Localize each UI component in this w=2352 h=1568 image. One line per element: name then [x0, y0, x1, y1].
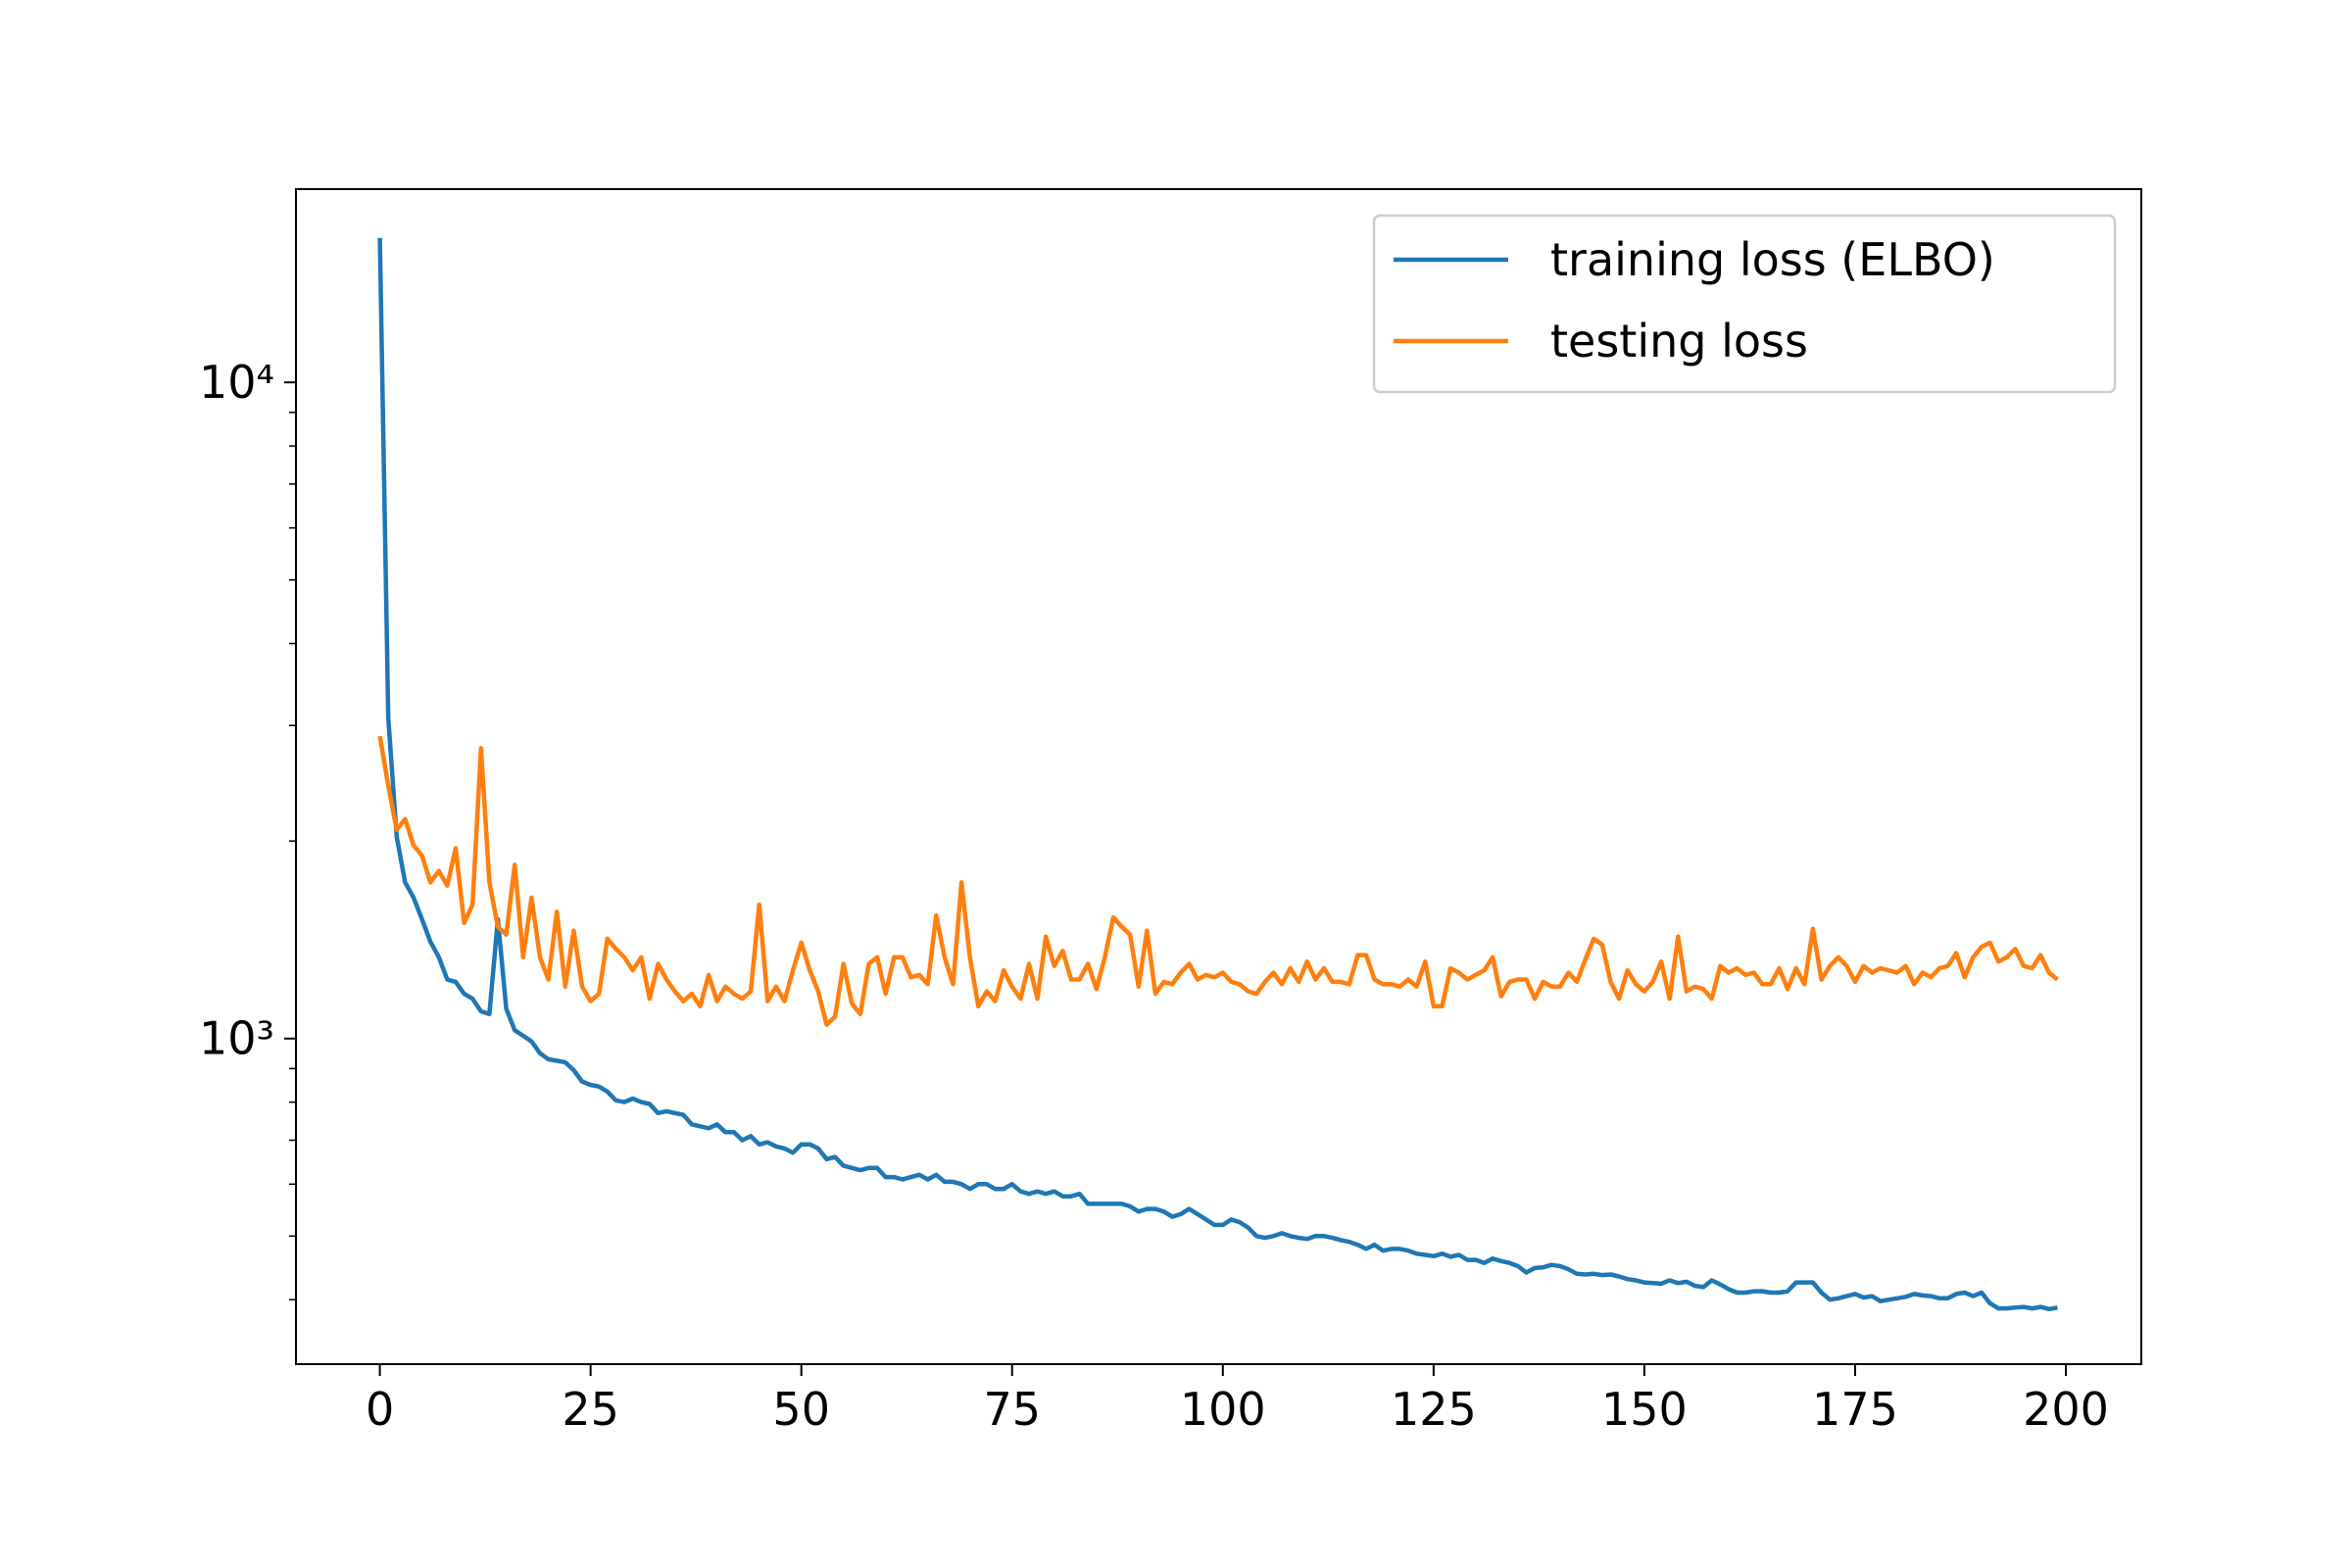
series-line	[377, 237, 2058, 1312]
legend-label: training loss (ELBO)	[1550, 233, 1995, 286]
x-tick-label: 50	[772, 1383, 830, 1436]
plot-frame	[295, 188, 2142, 1365]
legend-box	[1372, 214, 2117, 394]
x-tick-label: 150	[1601, 1383, 1688, 1436]
x-tick-label: 100	[1180, 1383, 1266, 1436]
x-tick-label: 25	[562, 1383, 619, 1436]
x-tick-label: 0	[366, 1383, 394, 1436]
x-tick-label: 125	[1391, 1383, 1477, 1436]
x-tick-label: 75	[983, 1383, 1041, 1436]
y-tick-label: 10⁴	[199, 356, 274, 409]
x-tick-label: 200	[2023, 1383, 2109, 1436]
legend-label: testing loss	[1550, 315, 1808, 368]
y-tick-label: 10³	[199, 1012, 274, 1065]
series-line	[377, 735, 2059, 1027]
x-tick-label: 175	[1812, 1383, 1898, 1436]
